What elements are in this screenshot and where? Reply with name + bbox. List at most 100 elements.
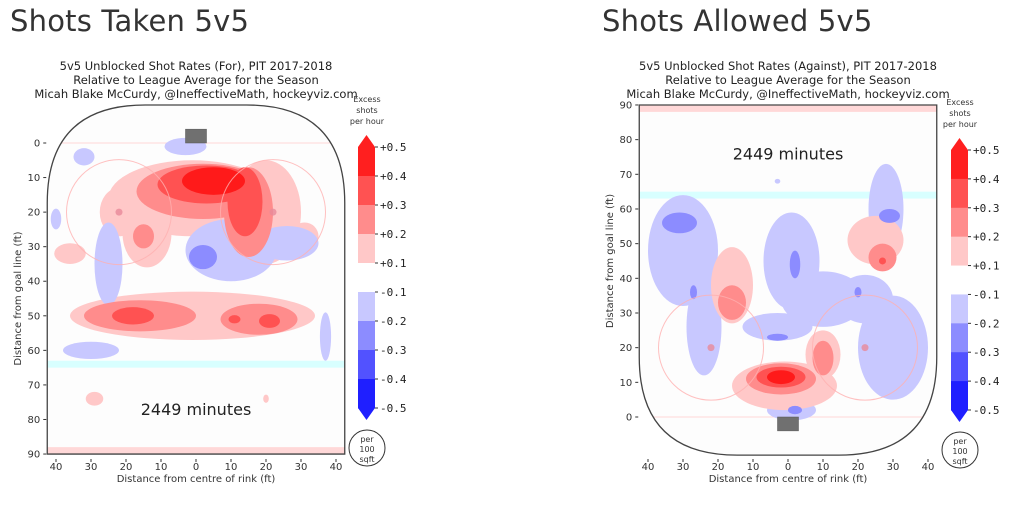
y-tick-label: 10 <box>28 173 41 184</box>
colorbar-title-line: Excess <box>946 98 973 107</box>
faceoff-circle <box>66 159 172 266</box>
units-line: sqft <box>359 455 374 464</box>
units-line: 100 <box>952 447 967 456</box>
heat-blob-positive <box>805 330 841 379</box>
colorbar-extend-max <box>951 138 968 150</box>
chart-title-line: 5v5 Unblocked Shot Rates (Against), PIT … <box>639 59 937 73</box>
colorbar-band <box>358 292 375 322</box>
heat-blob-negative <box>774 178 781 184</box>
x-tick-label: 20 <box>260 462 273 473</box>
heat-blob-negative <box>854 286 862 298</box>
y-tick-label: 20 <box>620 343 633 354</box>
x-tick-label: 30 <box>887 462 900 473</box>
y-tick-label: 20 <box>28 208 41 219</box>
heat-blob-positive <box>732 361 837 411</box>
x-axis-label: Distance from centre of rink (ft) <box>709 474 868 485</box>
colorbar-tick-label: +0.1 <box>380 257 407 270</box>
rink-boards <box>46 104 346 455</box>
units-line: sqft <box>952 457 967 466</box>
heat-blob-negative <box>690 285 697 300</box>
colorbar-band <box>951 178 968 209</box>
y-tick-label: 50 <box>620 239 633 250</box>
colorbar-extend-max <box>358 135 375 147</box>
heat-blob-negative <box>50 208 62 230</box>
heat-blob-positive <box>812 340 834 376</box>
colorbar-band <box>951 150 968 180</box>
colorbar-band <box>951 265 968 295</box>
colorbar-tick-label: +0.2 <box>380 228 407 241</box>
y-tick-label: 80 <box>620 135 633 146</box>
colorbar-band <box>358 205 375 235</box>
x-tick-label: 30 <box>295 462 308 473</box>
heat-blob-negative <box>319 312 332 361</box>
units-line: per <box>360 435 374 444</box>
x-tick-label: 40 <box>922 462 935 473</box>
colorbar-band <box>358 379 375 409</box>
colorbar-band <box>358 147 375 177</box>
y-tick-label: 90 <box>28 450 41 461</box>
colorbar-band <box>951 352 968 382</box>
colorbar-extend-min <box>951 410 968 422</box>
colorbar-title-line: shots <box>949 109 970 118</box>
colorbar-tick-label: -0.4 <box>973 375 1000 388</box>
colorbar-tick-label: -0.4 <box>380 373 407 386</box>
heat-blob-positive <box>756 366 806 388</box>
y-tick-label: 40 <box>620 274 633 285</box>
heat-blob-positive <box>133 224 154 249</box>
colorbar-band <box>951 207 968 238</box>
colorbar-band <box>358 263 375 293</box>
units-badge <box>941 431 979 469</box>
x-tick-label: 20 <box>852 462 865 473</box>
y-tick-label: 30 <box>28 242 41 253</box>
colorbar-band <box>358 321 375 351</box>
x-tick-label: 40 <box>642 462 655 473</box>
units-badge <box>348 429 386 467</box>
units-line: per <box>953 437 967 446</box>
colorbar-tick-label: +0.4 <box>380 170 407 183</box>
colorbar-title-line: Excess <box>353 95 380 104</box>
heat-blob-positive <box>711 247 753 324</box>
x-tick-label: 20 <box>712 462 725 473</box>
y-tick-label: 0 <box>626 413 632 424</box>
shots-taken-chart: 5v5 Unblocked Shot Rates (For), PIT 2017… <box>13 59 407 485</box>
colorbar-tick-label: -0.5 <box>973 404 1000 417</box>
heat-blob-negative <box>648 195 718 307</box>
heat-blob-negative <box>879 208 900 223</box>
colorbar-band <box>951 236 968 267</box>
heat-blob-negative <box>189 244 217 270</box>
colorbar-tick-label: +0.3 <box>973 202 1000 215</box>
heat-blob-positive <box>746 363 816 395</box>
y-tick-label: 10 <box>620 378 633 389</box>
heat-blob-positive <box>220 303 298 335</box>
heat-blob-positive <box>718 285 746 320</box>
faceoff-circle <box>220 159 326 266</box>
colorbar-band <box>358 176 375 206</box>
colorbar-tick-label: -0.3 <box>380 344 407 357</box>
faceoff-circle <box>658 294 764 401</box>
y-tick-label: 0 <box>34 139 40 150</box>
y-tick-label: 50 <box>28 311 41 322</box>
chart-title-line: Micah Blake McCurdy, @IneffectiveMath, h… <box>626 87 949 101</box>
rink-boards <box>638 104 938 456</box>
heat-blob-positive <box>182 167 245 195</box>
blue-line <box>639 191 937 199</box>
colorbar-band <box>951 294 968 324</box>
faceoff-dot <box>269 208 277 216</box>
y-tick-label: 60 <box>620 204 633 215</box>
x-tick-label: 30 <box>677 462 690 473</box>
colorbar-tick-label: +0.4 <box>973 173 1000 186</box>
faceoff-dot <box>861 344 869 352</box>
faceoff-circle <box>812 294 918 401</box>
x-axis-label: Distance from centre of rink (ft) <box>117 474 276 485</box>
heat-blob-negative <box>789 250 801 279</box>
chart-title-line: Relative to League Average for the Seaso… <box>73 73 319 87</box>
colorbar-tick-label: -0.3 <box>973 346 1000 359</box>
heat-blob-positive <box>228 315 241 324</box>
heat-blob-positive <box>767 370 795 385</box>
y-tick-label: 40 <box>28 277 41 288</box>
heat-blob-negative <box>788 405 802 415</box>
y-tick-label: 70 <box>620 170 633 181</box>
colorbar-tick-label: -0.2 <box>973 317 1000 330</box>
colorbar-tick-label: -0.5 <box>380 402 407 415</box>
heat-blob-positive <box>259 314 280 328</box>
